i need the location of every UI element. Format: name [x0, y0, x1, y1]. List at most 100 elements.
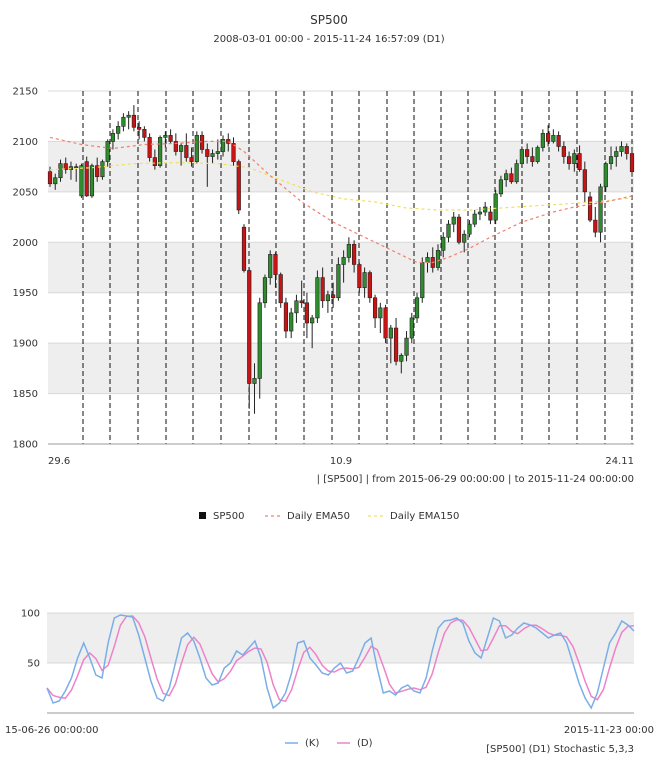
candle: [215, 139, 220, 160]
candle: [477, 206, 483, 221]
price-y-tick-label: 1800: [13, 440, 38, 451]
candle-body: [168, 135, 173, 142]
price-band: [48, 242, 634, 293]
candle-body: [493, 193, 498, 221]
candle: [341, 250, 346, 283]
price-legend: SP500 Daily EMA50 Daily EMA150: [199, 511, 459, 522]
candle: [420, 257, 425, 303]
candle: [614, 146, 619, 167]
candle: [231, 137, 236, 166]
candle: [336, 257, 341, 301]
candle-body: [116, 126, 121, 134]
candle-body: [593, 219, 598, 233]
candle: [163, 131, 168, 148]
candle: [137, 121, 142, 140]
candle: [184, 133, 189, 162]
candle-body: [372, 297, 378, 319]
candle: [89, 163, 95, 198]
candle: [572, 149, 577, 172]
candle-body: [399, 354, 404, 362]
price-x-tick-label: 10.9: [330, 456, 352, 467]
candle: [551, 129, 556, 144]
candle: [121, 113, 126, 132]
candle-body: [278, 274, 283, 304]
candle-body: [173, 141, 178, 152]
stoch-k-line: [46, 614, 635, 710]
candle-body: [404, 337, 409, 356]
candle: [63, 157, 68, 174]
candle: [372, 294, 378, 329]
candle-body: [619, 146, 624, 152]
candle-body: [325, 294, 330, 302]
legend-swatch-sp500: [199, 512, 206, 519]
price-y-tick-label: 2100: [13, 137, 38, 148]
candle: [462, 230, 467, 253]
candle: [446, 220, 451, 243]
candle: [58, 159, 63, 182]
candle: [158, 135, 163, 168]
candle: [299, 280, 304, 308]
candle: [142, 126, 147, 142]
candle: [116, 121, 121, 140]
price-y-tick-label: 1950: [13, 288, 38, 299]
candle-body: [273, 254, 278, 275]
candle-body: [530, 156, 535, 162]
candle-body: [467, 223, 472, 235]
candle: [68, 161, 74, 180]
candle: [399, 353, 404, 374]
candle: [241, 224, 247, 273]
candle-body: [68, 166, 74, 170]
candle: [404, 331, 409, 362]
candle-body: [519, 149, 524, 164]
legend-label-sp500: SP500: [213, 511, 244, 522]
candle: [325, 290, 330, 313]
ema150-line: [49, 161, 633, 211]
candle: [273, 252, 278, 288]
candle: [147, 133, 152, 162]
candle-body: [393, 327, 399, 362]
candle-body: [477, 211, 483, 215]
stoch-y-tick-label: 100: [21, 609, 40, 620]
candle-body: [614, 151, 619, 157]
candle: [451, 212, 456, 233]
legend-label-ema150: Daily EMA150: [390, 511, 459, 522]
candle-body: [262, 277, 268, 304]
candle-body: [504, 173, 509, 181]
candle-body: [84, 161, 89, 197]
candle-body: [525, 149, 530, 157]
candle: [320, 267, 325, 308]
candle-body: [194, 135, 199, 162]
candle-body: [210, 153, 215, 157]
candle-body: [121, 116, 126, 127]
candle-body: [577, 153, 582, 170]
candle-body: [420, 262, 425, 299]
candle: [100, 159, 105, 180]
candle: [189, 147, 194, 167]
candle-body: [509, 173, 514, 183]
candle: [168, 129, 173, 144]
candle-body: [47, 171, 53, 185]
candle: [346, 237, 351, 263]
candle-body: [95, 165, 100, 178]
candle: [624, 143, 629, 160]
candle-body: [252, 378, 257, 384]
price-y-tick-label: 1850: [13, 389, 38, 400]
candle-body: [189, 157, 194, 162]
price-y-tick-label: 2150: [13, 87, 38, 98]
candle: [388, 324, 393, 364]
candle: [315, 270, 320, 323]
candle-body: [357, 264, 362, 288]
candle: [331, 282, 336, 308]
candle-body: [126, 114, 131, 118]
candle-body: [205, 149, 210, 157]
candle: [152, 149, 157, 170]
candle-body: [268, 254, 273, 278]
candle-body: [178, 145, 184, 152]
price-band: [48, 141, 634, 192]
candle: [257, 297, 262, 399]
stoch-d-line: [46, 615, 635, 703]
candle: [393, 317, 399, 366]
candle-body: [163, 135, 168, 138]
candle-body: [315, 277, 320, 319]
candle: [294, 294, 299, 323]
